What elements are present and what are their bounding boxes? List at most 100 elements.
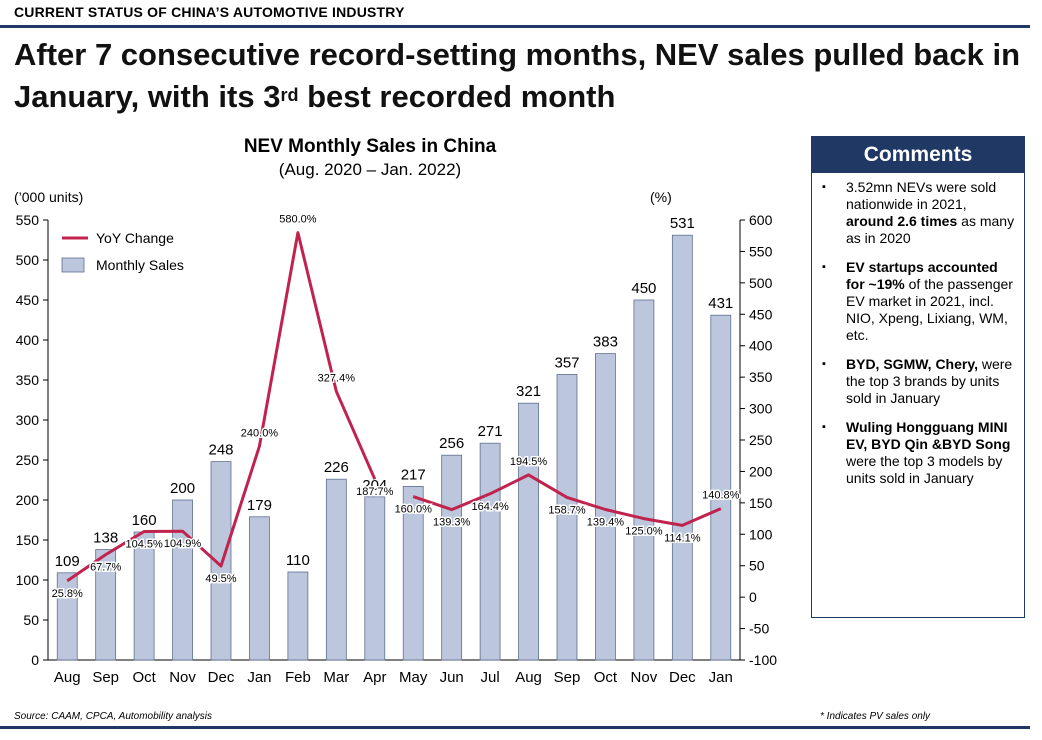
x-tick-label: Nov [631, 669, 658, 686]
headline-tail-text: best recorded month [298, 79, 616, 114]
right-tick-label: 50 [749, 558, 765, 574]
x-tick-label: Sep [92, 669, 119, 686]
bar-value-label: 383 [593, 334, 618, 351]
yoy-value-label: 25.8% [52, 588, 83, 600]
bar [402, 485, 424, 661]
bar [518, 402, 539, 661]
right-tick-label: 200 [749, 463, 773, 479]
left-tick-label: 100 [16, 572, 40, 588]
bar [441, 454, 463, 661]
bar [56, 572, 78, 661]
right-tick-label: 300 [749, 401, 773, 417]
yoy-value-label: 187.7% [356, 486, 394, 498]
bar [479, 442, 501, 661]
bar-value-label: 160 [132, 512, 157, 529]
comments-list: ▪ 3.52mn NEVs were sold nationwide in 202… [812, 179, 1024, 487]
yoy-value-label: 67.7% [90, 562, 121, 574]
bar-value-label: 138 [93, 530, 118, 547]
bullet-icon: ▪ [822, 181, 826, 193]
yoy-value-label: 140.8% [702, 490, 740, 502]
right-axis-unit: (%) [650, 189, 672, 205]
comment-text: 3.52mn NEVs were sold nationwide in 2021… [846, 179, 997, 212]
yoy-value-label: 164.4% [471, 501, 509, 513]
x-tick-label: Sep [554, 669, 581, 686]
bar-value-label: 200 [170, 480, 195, 497]
x-tick-label: Nov [169, 669, 196, 686]
top-divider [0, 25, 1030, 28]
right-tick-label: 0 [749, 589, 757, 605]
yoy-line [412, 473, 722, 527]
bar-value-label: 450 [631, 280, 656, 297]
x-tick-label: Aug [515, 669, 542, 686]
bar-value-label: 248 [208, 442, 233, 459]
x-tick-label: Apr [363, 669, 386, 686]
right-tick-label: 500 [749, 275, 773, 291]
source-note: Source: CAAM, CPCA, Automobility analysi… [14, 711, 213, 722]
left-tick-label: 450 [16, 292, 40, 308]
comment-item: ▪ 3.52mn NEVs were sold nationwide in 202… [812, 179, 1024, 247]
x-tick-label: Oct [594, 669, 618, 686]
bottom-divider [0, 726, 1030, 729]
yoy-value-label: 580.0% [279, 214, 317, 226]
yoy-value-label: 104.5% [125, 538, 163, 550]
x-tick-label: Feb [285, 669, 311, 686]
right-tick-label: 350 [749, 369, 773, 385]
yoy-value-label: 160.0% [395, 504, 433, 516]
comment-text: as many as in 2020 [846, 213, 1015, 246]
yoy-value-label: 139.4% [587, 517, 625, 529]
comment-text: were the top 3 models by units sold in J… [846, 453, 1003, 486]
x-tick-label: May [399, 669, 428, 686]
bar-value-label: 109 [55, 553, 80, 570]
bar [95, 549, 117, 661]
bullet-icon: ▪ [822, 261, 826, 273]
x-tick-label: Dec [208, 669, 235, 686]
yoy-value-label: 114.1% [664, 532, 701, 544]
bar-value-label: 531 [670, 215, 695, 232]
bar-value-label: 179 [247, 497, 272, 514]
comment-text-bold: EV startups accounted for ~19% [846, 259, 998, 292]
headline-main-text: After 7 consecutive record-setting month… [14, 37, 1021, 114]
legend-label-yoy: YoY Change [96, 230, 174, 246]
yoy-value-label: 194.5% [510, 456, 548, 468]
page-headline: After 7 consecutive record-setting month… [14, 34, 1024, 118]
yoy-value-label: 158.7% [548, 504, 586, 516]
x-tick-label: Jan [709, 669, 733, 686]
comment-text: were the top 3 brands by units sold in J… [846, 356, 1013, 406]
left-tick-label: 0 [31, 652, 39, 668]
chart-subtitle: (Aug. 2020 – Jan. 2022) [278, 160, 462, 179]
bar [210, 461, 232, 661]
bar-value-label: 204 [362, 477, 387, 494]
yoy-value-label: 104.9% [164, 538, 202, 550]
x-tick-label: Oct [132, 669, 156, 686]
bar-value-label: 271 [478, 423, 503, 440]
right-tick-label: 400 [749, 338, 773, 354]
bar-value-label: 357 [554, 354, 579, 371]
bar [133, 531, 155, 661]
chart-title: NEV Monthly Sales in China [243, 136, 497, 157]
left-tick-label: 50 [23, 612, 39, 628]
nev-sales-chart: 050100150200250300350400450500550-100-50… [14, 189, 777, 686]
comments-panel: Comments ▪ 3.52mn NEVs were sold nationwi… [811, 136, 1025, 618]
left-tick-label: 550 [16, 212, 40, 228]
left-tick-label: 300 [16, 412, 40, 428]
x-tick-label: Dec [669, 669, 696, 686]
bar [633, 299, 655, 661]
right-tick-label: 100 [749, 526, 773, 542]
yoy-value-label: 139.3% [433, 517, 471, 529]
comment-text-bold: Wuling Hongguang MINI EV, BYD Qin &BYD S… [846, 419, 1011, 452]
bar [172, 499, 193, 661]
left-tick-label: 200 [16, 492, 40, 508]
yoy-value-label: 240.0% [241, 427, 279, 439]
right-tick-label: -50 [749, 621, 769, 637]
x-tick-label: Aug [54, 669, 81, 686]
comment-text-bold: BYD, SGMW, Chery, [846, 356, 978, 372]
x-tick-label: Jan [247, 669, 271, 686]
section-label: CURRENT STATUS OF CHINA’S AUTOMOTIVE IND… [14, 4, 405, 20]
pv-footnote: * Indicates PV sales only [820, 711, 931, 722]
yoy-value-label: 125.0% [625, 526, 663, 538]
bar-value-label: 321 [516, 383, 541, 400]
comment-text-bold: around 2.6 times [846, 213, 958, 229]
bar [364, 496, 386, 661]
right-tick-label: 600 [749, 212, 773, 228]
x-tick-label: Mar [323, 669, 349, 686]
